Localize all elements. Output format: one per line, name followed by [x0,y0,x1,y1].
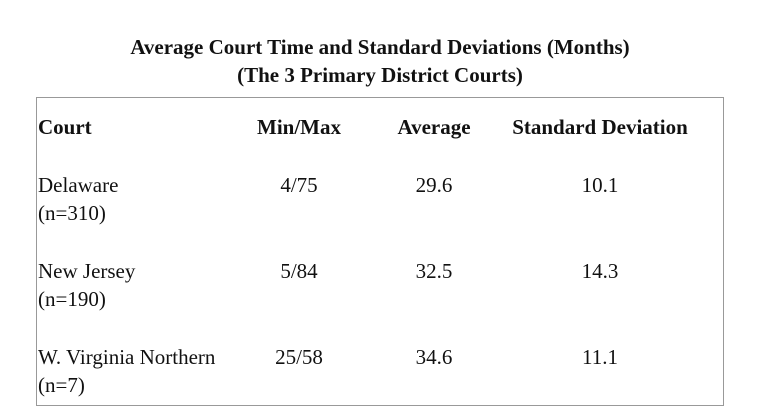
standard-deviation: 10.1 [581,173,619,197]
court-name: W. Virginia Northern [38,345,216,369]
table-frame [36,97,724,406]
min-max: 5/84 [280,259,318,283]
column-header: Court [38,115,92,139]
court-name: New Jersey [38,259,136,283]
average: 29.6 [415,173,453,197]
column-header: Standard Deviation [512,115,688,139]
min-max: 4/75 [280,173,318,197]
title: Average Court Time and Standard Deviatio… [130,35,630,59]
min-max: 25/58 [275,345,323,369]
sample-size: (n=7) [38,373,85,397]
column-header: Min/Max [257,115,341,139]
subtitle: (The 3 Primary District Courts) [237,63,523,87]
column-header: Average [397,115,471,139]
sample-size: (n=310) [38,201,106,225]
sample-size: (n=190) [38,287,106,311]
standard-deviation: 14.3 [581,259,619,283]
standard-deviation: 11.1 [582,345,618,369]
average: 32.5 [415,259,453,283]
average: 34.6 [415,345,453,369]
court-name: Delaware [38,173,119,197]
